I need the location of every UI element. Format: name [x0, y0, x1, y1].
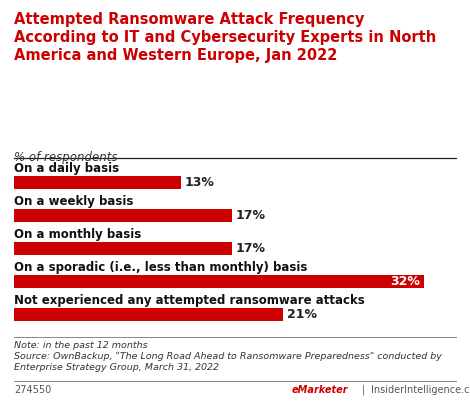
Text: 21%: 21% — [287, 308, 317, 321]
Text: Not experienced any attempted ransomware attacks: Not experienced any attempted ransomware… — [14, 294, 365, 307]
Text: On a daily basis: On a daily basis — [14, 162, 119, 175]
Text: 32%: 32% — [390, 275, 420, 288]
Text: eMarketer: eMarketer — [291, 385, 348, 395]
Text: % of respondents: % of respondents — [14, 151, 118, 164]
Bar — [14, 177, 180, 189]
Text: 13%: 13% — [184, 176, 214, 189]
Text: On a weekly basis: On a weekly basis — [14, 195, 133, 208]
Bar — [14, 209, 232, 222]
Text: 274550: 274550 — [14, 385, 51, 395]
Text: On a sporadic (i.e., less than monthly) basis: On a sporadic (i.e., less than monthly) … — [14, 261, 307, 274]
Bar — [14, 275, 424, 288]
Text: |: | — [362, 385, 365, 395]
Bar — [14, 242, 232, 255]
Text: 17%: 17% — [235, 242, 266, 255]
Text: Attempted Ransomware Attack Frequency
According to IT and Cybersecurity Experts : Attempted Ransomware Attack Frequency Ac… — [14, 12, 436, 63]
Text: Note: in the past 12 months
Source: OwnBackup, "The Long Road Ahead to Ransomwar: Note: in the past 12 months Source: OwnB… — [14, 341, 442, 372]
Text: InsiderIntelligence.com: InsiderIntelligence.com — [371, 385, 470, 395]
Bar — [14, 308, 283, 321]
Text: 17%: 17% — [235, 209, 266, 222]
Text: On a monthly basis: On a monthly basis — [14, 228, 141, 241]
